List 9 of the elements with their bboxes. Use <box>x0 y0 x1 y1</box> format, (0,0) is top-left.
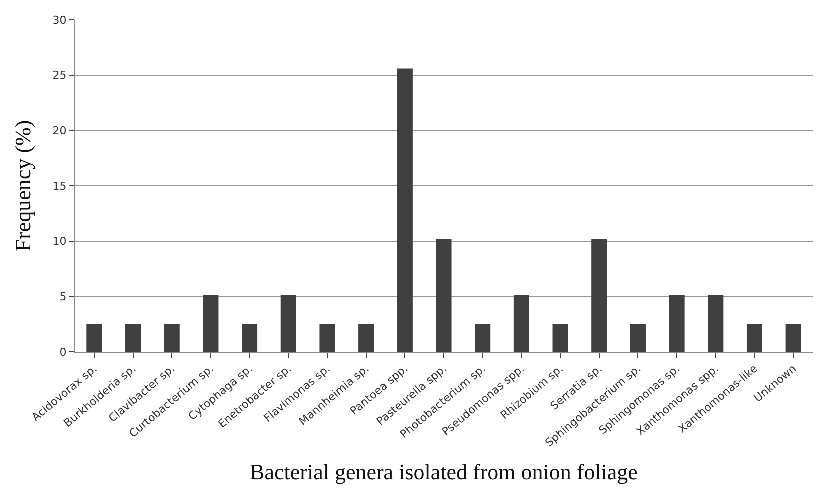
y-tick-label: 25 <box>52 69 67 82</box>
y-tick-label: 0 <box>60 346 67 359</box>
y-axis-title: Frequency (%) <box>10 120 36 252</box>
y-tick-label: 10 <box>52 235 67 248</box>
y-tick-label: 5 <box>60 290 67 304</box>
y-tick-label: 20 <box>52 124 67 138</box>
x-axis-title: Bacterial genera isolated from onion foliage <box>250 460 638 485</box>
y-tick-label: 15 <box>52 180 67 193</box>
y-tick-label: 30 <box>52 14 67 27</box>
